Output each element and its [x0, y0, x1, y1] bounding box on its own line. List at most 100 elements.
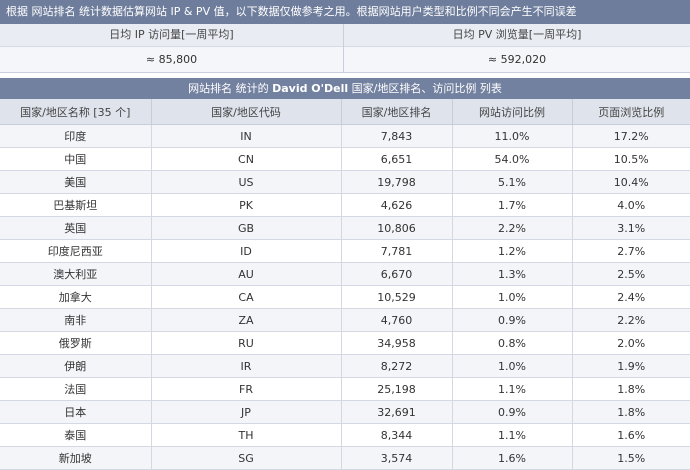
- country-code-cell: FR: [151, 377, 342, 401]
- visit-ratio-cell: 1.0%: [452, 354, 573, 378]
- country-name-cell: 印度尼西亚: [0, 239, 152, 263]
- table-header-row: 国家/地区名称 [35 个] 国家/地区代码 国家/地区排名 网站访问比例 页面…: [0, 99, 690, 125]
- table-row: 泰国 TH 8,344 1.1% 1.6%: [0, 423, 690, 447]
- country-name-cell: 中国: [0, 147, 152, 171]
- visit-ratio-cell: 54.0%: [452, 147, 573, 171]
- pageview-ratio-cell: 1.8%: [572, 400, 690, 424]
- traffic-stats: 日均 IP 访问量[一周平均] ≈ 85,800 日均 PV 浏览量[一周平均]…: [0, 24, 690, 73]
- pageview-ratio-cell: 10.4%: [572, 170, 690, 194]
- visit-ratio-cell: 1.1%: [452, 423, 573, 447]
- country-rank-cell: 8,344: [341, 423, 453, 447]
- table-row: 中国 CN 6,651 54.0% 10.5%: [0, 147, 690, 171]
- country-code-cell: ZA: [151, 308, 342, 332]
- table-row: 新加坡 SG 3,574 1.6% 1.5%: [0, 446, 690, 470]
- pageview-ratio-cell: 17.2%: [572, 124, 690, 148]
- table-row: 澳大利亚 AU 6,670 1.3% 2.5%: [0, 262, 690, 286]
- daily-ip-value: ≈ 85,800: [0, 47, 343, 72]
- visit-ratio-cell: 1.0%: [452, 285, 573, 309]
- visit-ratio-cell: 5.1%: [452, 170, 573, 194]
- country-code-cell: PK: [151, 193, 342, 217]
- country-rank-cell: 32,691: [341, 400, 453, 424]
- table-row: 俄罗斯 RU 34,958 0.8% 2.0%: [0, 331, 690, 355]
- country-code-cell: US: [151, 170, 342, 194]
- country-code-cell: IN: [151, 124, 342, 148]
- country-name-cell: 英国: [0, 216, 152, 240]
- visit-ratio-cell: 0.9%: [452, 308, 573, 332]
- visit-ratio-cell: 0.9%: [452, 400, 573, 424]
- visit-ratio-cell: 2.2%: [452, 216, 573, 240]
- country-name-cell: 法国: [0, 377, 152, 401]
- table-row: 伊朗 IR 8,272 1.0% 1.9%: [0, 354, 690, 378]
- table-row: 印度 IN 7,843 11.0% 17.2%: [0, 124, 690, 148]
- section-title: 网站排名 统计的 David O'Dell 国家/地区排名、访问比例 列表: [0, 78, 690, 99]
- header-visit-ratio: 网站访问比例: [452, 99, 573, 125]
- country-rank-cell: 6,670: [341, 262, 453, 286]
- pageview-ratio-cell: 10.5%: [572, 147, 690, 171]
- country-code-cell: JP: [151, 400, 342, 424]
- header-country-name: 国家/地区名称 [35 个]: [0, 99, 152, 125]
- country-rank-cell: 10,806: [341, 216, 453, 240]
- country-rank-cell: 19,798: [341, 170, 453, 194]
- country-name-cell: 印度: [0, 124, 152, 148]
- table-row: 巴基斯坦 PK 4,626 1.7% 4.0%: [0, 193, 690, 217]
- table-row: 南非 ZA 4,760 0.9% 2.2%: [0, 308, 690, 332]
- country-code-cell: TH: [151, 423, 342, 447]
- pageview-ratio-cell: 2.2%: [572, 308, 690, 332]
- country-rank-cell: 7,843: [341, 124, 453, 148]
- table-row: 美国 US 19,798 5.1% 10.4%: [0, 170, 690, 194]
- country-code-cell: RU: [151, 331, 342, 355]
- country-rank-cell: 6,651: [341, 147, 453, 171]
- table-body: 印度 IN 7,843 11.0% 17.2% 中国 CN 6,651 54.0% 10.5% 美国…: [0, 124, 690, 470]
- table-row: 加拿大 CA 10,529 1.0% 2.4%: [0, 285, 690, 309]
- pageview-ratio-cell: 2.7%: [572, 239, 690, 263]
- country-rank-cell: 4,626: [341, 193, 453, 217]
- daily-ip-stat: 日均 IP 访问量[一周平均] ≈ 85,800: [0, 24, 344, 72]
- header-pageview-ratio: 页面浏览比例: [572, 99, 690, 125]
- country-rank-cell: 3,574: [341, 446, 453, 470]
- country-rank-cell: 7,781: [341, 239, 453, 263]
- country-code-cell: AU: [151, 262, 342, 286]
- country-code-cell: CN: [151, 147, 342, 171]
- pageview-ratio-cell: 3.1%: [572, 216, 690, 240]
- section-title-suffix: 国家/地区排名、访问比例 列表: [351, 82, 502, 95]
- country-name-cell: 新加坡: [0, 446, 152, 470]
- country-code-cell: IR: [151, 354, 342, 378]
- daily-ip-label: 日均 IP 访问量[一周平均]: [0, 24, 343, 47]
- country-code-cell: SG: [151, 446, 342, 470]
- country-name-cell: 澳大利亚: [0, 262, 152, 286]
- section-title-prefix: 网站排名 统计的: [188, 82, 269, 95]
- table-row: 日本 JP 32,691 0.9% 1.8%: [0, 400, 690, 424]
- country-name-cell: 巴基斯坦: [0, 193, 152, 217]
- country-table: 国家/地区名称 [35 个] 国家/地区代码 国家/地区排名 网站访问比例 页面…: [0, 99, 690, 470]
- header-country-code: 国家/地区代码: [151, 99, 342, 125]
- country-name-cell: 美国: [0, 170, 152, 194]
- country-name-cell: 加拿大: [0, 285, 152, 309]
- visit-ratio-cell: 1.1%: [452, 377, 573, 401]
- daily-pv-label: 日均 PV 浏览量[一周平均]: [344, 24, 690, 47]
- country-rank-cell: 10,529: [341, 285, 453, 309]
- visit-ratio-cell: 11.0%: [452, 124, 573, 148]
- header-country-rank: 国家/地区排名: [341, 99, 453, 125]
- pageview-ratio-cell: 1.8%: [572, 377, 690, 401]
- country-rank-cell: 34,958: [341, 331, 453, 355]
- spacer: [0, 73, 690, 78]
- country-name-cell: 伊朗: [0, 354, 152, 378]
- table-row: 印度尼西亚 ID 7,781 1.2% 2.7%: [0, 239, 690, 263]
- visit-ratio-cell: 1.3%: [452, 262, 573, 286]
- country-rank-cell: 25,198: [341, 377, 453, 401]
- daily-pv-stat: 日均 PV 浏览量[一周平均] ≈ 592,020: [344, 24, 690, 72]
- country-name-cell: 日本: [0, 400, 152, 424]
- pageview-ratio-cell: 2.4%: [572, 285, 690, 309]
- pageview-ratio-cell: 2.0%: [572, 331, 690, 355]
- country-name-cell: 南非: [0, 308, 152, 332]
- country-rank-cell: 8,272: [341, 354, 453, 378]
- country-rank-cell: 4,760: [341, 308, 453, 332]
- country-code-cell: ID: [151, 239, 342, 263]
- pageview-ratio-cell: 1.6%: [572, 423, 690, 447]
- pageview-ratio-cell: 1.5%: [572, 446, 690, 470]
- pageview-ratio-cell: 4.0%: [572, 193, 690, 217]
- visit-ratio-cell: 1.6%: [452, 446, 573, 470]
- pageview-ratio-cell: 1.9%: [572, 354, 690, 378]
- daily-pv-value: ≈ 592,020: [344, 47, 690, 72]
- country-code-cell: GB: [151, 216, 342, 240]
